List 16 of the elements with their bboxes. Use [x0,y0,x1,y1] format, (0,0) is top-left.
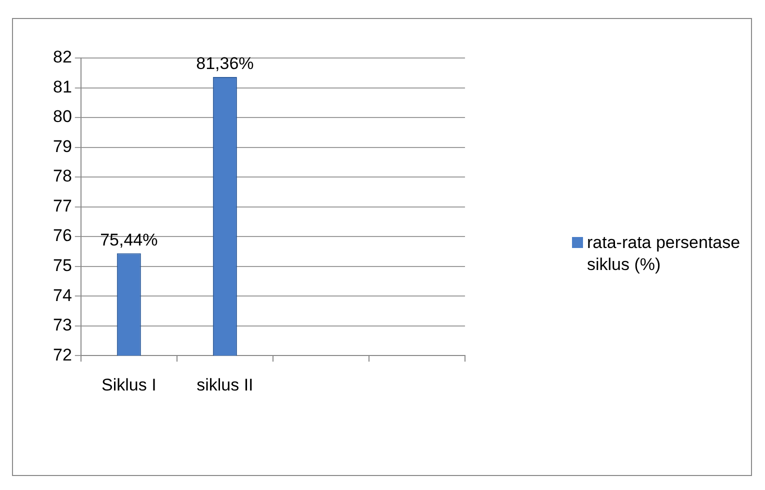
y-tick-label: 76 [52,226,72,246]
y-tick-label: 81 [52,77,72,96]
data-label: 81,36% [196,54,254,74]
legend-label: rata-rata persentase siklus (%) [587,232,742,276]
y-tick-label: 73 [52,316,72,335]
data-label: 75,44% [100,230,158,250]
x-tick-label: Siklus I [102,375,156,394]
y-tick-label: 72 [52,345,72,364]
y-tick-label: 82 [52,48,72,67]
y-tick-label: 74 [52,286,72,305]
y-tick-label: 79 [52,136,72,156]
y-tick-label: 78 [52,166,72,186]
y-tick-label: 77 [52,196,72,216]
y-tick-label: 80 [52,107,72,126]
y-tick-label: 75 [52,256,72,276]
x-tick-label: siklus II [196,375,254,394]
